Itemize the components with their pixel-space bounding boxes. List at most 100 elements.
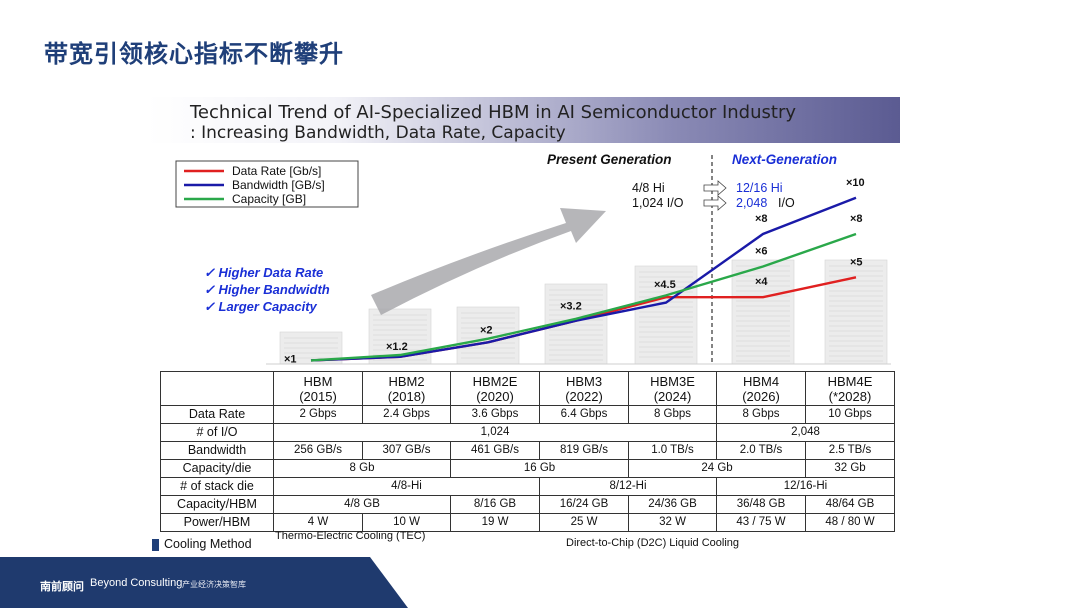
multiplier-label: ×4	[755, 276, 768, 288]
row-label: # of stack die	[160, 477, 274, 496]
table-column-header: HBM2E (2020)	[450, 371, 540, 406]
table-cell: 24/36 GB	[628, 495, 717, 514]
cooling-d2c: Direct-to-Chip (D2C) Liquid Cooling	[566, 537, 740, 549]
table-column-header: HBM (2015)	[273, 371, 363, 406]
table-cell: 8 Gbps	[716, 405, 806, 424]
table-column-header: HBM4E (*2028)	[805, 371, 895, 406]
column-year: (2022)	[565, 388, 603, 404]
row-label: # of I/O	[160, 423, 274, 442]
io-present: 1,024 I/O	[632, 196, 684, 210]
table-cell: 25 W	[539, 513, 629, 532]
legend-label: Bandwidth [GB/s]	[232, 178, 325, 192]
row-label: Bandwidth	[160, 441, 274, 460]
figure-banner: Technical Trend of AI-Specialized HBM in…	[146, 97, 900, 143]
row-label: Capacity/die	[160, 459, 274, 478]
multiplier-label: ×10	[846, 177, 865, 189]
stack-building	[731, 259, 795, 365]
cooling-marker	[152, 539, 159, 551]
column-year: (2024)	[653, 388, 692, 404]
io-next-suffix: I/O	[778, 196, 795, 210]
multiplier-label: ×2	[480, 324, 493, 336]
trend-chart: ×1 ×1.2 ×2 ×3.2 ×4.5 ×4 ×6 ×8 ×5 ×8 ×10 Data Rate […	[175, 152, 891, 365]
benefit-item: ✓ Higher Bandwidth	[204, 282, 330, 297]
table-cell: 32 Gb	[805, 459, 895, 478]
column-name: HBM3E	[650, 373, 695, 389]
table-cell: 6.4 Gbps	[539, 405, 629, 424]
table-cell: 24 Gb	[628, 459, 806, 478]
table-cell: 8 Gbps	[628, 405, 717, 424]
stack-next: 12/16 Hi	[736, 181, 783, 195]
cooling-tec: Thermo-Electric Cooling (TEC)	[275, 530, 426, 542]
table-cell: 4/8-Hi	[273, 477, 540, 496]
table-cell: 256 GB/s	[273, 441, 363, 460]
multiplier-label: ×1.2	[386, 341, 408, 353]
spec-table: HBM (2015) HBM2 (2018) HBM2E (2020) HBM3 (2022)…	[160, 371, 895, 532]
table-row: Bandwidth 256 GB/s 307 GB/s 461 GB/s 819 GB/…	[160, 441, 895, 460]
table-column-header: HBM2 (2018)	[362, 371, 451, 406]
series-line-2	[310, 232, 857, 362]
table-cell: 16 Gb	[450, 459, 629, 478]
table-row: Power/HBM 4 W 10 W 19 W 25 W 32 W 43 / 75 W 48 …	[160, 513, 895, 532]
row-label: Capacity/HBM	[160, 495, 274, 514]
footer-brand: Beyond Consulting	[90, 577, 183, 589]
multiplier-label: ×5	[850, 256, 863, 268]
column-name: HBM4	[742, 373, 780, 389]
column-name: HBM	[303, 373, 333, 389]
table-cell: 32 W	[628, 513, 717, 532]
footer-logo: 南前顾问	[40, 580, 84, 593]
table-cell: 4/8 GB	[273, 495, 451, 514]
stack-building	[824, 259, 888, 365]
footer-bar	[0, 557, 408, 608]
next-generation-label: Next-Generation	[732, 152, 837, 167]
table-cell: 8/16 GB	[450, 495, 540, 514]
legend-label: Capacity [GB]	[232, 192, 306, 206]
multiplier-label: ×8	[850, 213, 863, 225]
table-cell: 2.4 Gbps	[362, 405, 451, 424]
table-cell: 1.0 TB/s	[628, 441, 717, 460]
table-cell: 2,048	[716, 423, 895, 442]
table-cell: 43 / 75 W	[716, 513, 806, 532]
column-year: (2026)	[742, 388, 780, 404]
row-label: Data Rate	[160, 405, 274, 424]
table-cell: 819 GB/s	[539, 441, 629, 460]
multiplier-label: ×3.2	[560, 301, 582, 313]
table-header-row: HBM (2015) HBM2 (2018) HBM2E (2020) HBM3 (2022)…	[160, 371, 895, 406]
benefit-item: ✓ Larger Capacity	[204, 299, 318, 314]
column-name: HBM4E	[827, 373, 873, 389]
figure-title: Technical Trend of AI-Specialized HBM in…	[190, 102, 796, 123]
slide-title: 带宽引领核心指标不断攀升	[44, 40, 344, 68]
present-generation-label: Present Generation	[547, 152, 672, 167]
table-column-header: HBM3E (2024)	[628, 371, 717, 406]
table-cell: 10 W	[362, 513, 451, 532]
table-cell: 48/64 GB	[805, 495, 895, 514]
footer: 南前顾问 Beyond Consulting 产业经济决策智库	[0, 557, 1080, 608]
column-year: (2020)	[476, 388, 514, 404]
io-next: 2,048	[736, 196, 767, 210]
benefit-item: ✓ Higher Data Rate	[204, 265, 323, 280]
table-cell: 8 Gb	[273, 459, 451, 478]
table-cell: 461 GB/s	[450, 441, 540, 460]
column-name: HBM3	[565, 373, 603, 389]
multiplier-label: ×6	[755, 245, 768, 257]
multiplier-label: ×1	[284, 353, 297, 365]
growth-arrow	[371, 208, 606, 315]
table-row: # of stack die 4/8-Hi 8/12-Hi 12/16-Hi	[160, 477, 895, 496]
column-year: (2015)	[299, 388, 337, 404]
table-cell: 12/16-Hi	[716, 477, 895, 496]
legend-label: Data Rate [Gb/s]	[232, 164, 321, 178]
table-cell: 36/48 GB	[716, 495, 806, 514]
multiplier-label: ×8	[755, 213, 768, 225]
table-cell: 2.5 TB/s	[805, 441, 895, 460]
table-row: Data Rate 2 Gbps 2.4 Gbps 3.6 Gbps 6.4 Gbps 8…	[160, 405, 895, 424]
figure-subtitle: : Increasing Bandwidth, Data Rate, Capac…	[190, 123, 566, 143]
hbm-trend-figure: Technical Trend of AI-Specialized HBM in…	[146, 97, 900, 553]
row-label: Power/HBM	[160, 513, 274, 532]
column-name: HBM2E	[472, 373, 518, 389]
table-row: Capacity/die 8 Gb 16 Gb 24 Gb 32 Gb	[160, 459, 895, 478]
stack-present: 4/8 Hi	[632, 181, 665, 195]
series-line-1	[310, 196, 857, 362]
table-cell: 1,024	[273, 423, 717, 442]
column-year: (2018)	[387, 388, 426, 404]
table-cell: 307 GB/s	[362, 441, 451, 460]
table-cell: 19 W	[450, 513, 540, 532]
